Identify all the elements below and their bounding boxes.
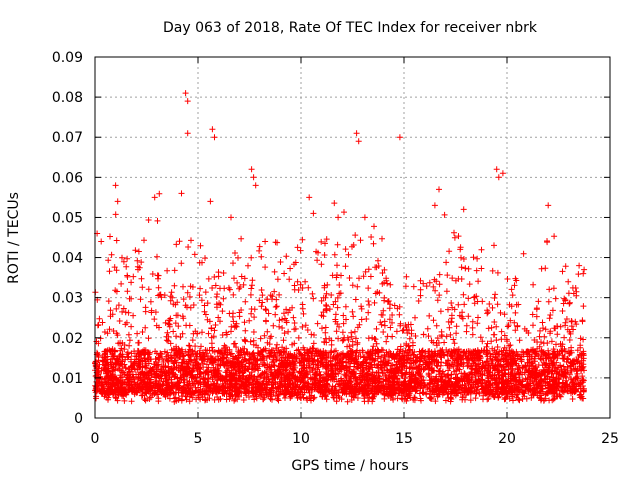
chart-title: Day 063 of 2018, Rate Of TEC Index for r…	[163, 20, 538, 36]
y-axis-label: ROTI / TECUs	[6, 192, 22, 284]
x-tick-label: 25	[601, 431, 619, 447]
x-tick-label: 15	[395, 431, 413, 447]
y-tick-label: 0.06	[52, 170, 83, 186]
x-tick-label: 10	[292, 431, 310, 447]
x-tick-label: 5	[194, 431, 203, 447]
y-tick-label: 0	[74, 411, 83, 427]
y-tick-label: 0.05	[52, 210, 83, 226]
x-axis-label: GPS time / hours	[291, 458, 408, 474]
y-tick-label: 0.01	[52, 371, 83, 387]
x-tick-label: 0	[91, 431, 100, 447]
y-tick-label: 0.03	[52, 291, 83, 307]
axis-ticks: 0 5 10 15 20 25 0 0.01 0.02 0.03 0.04 0.05 0.06 0.07 0…	[52, 50, 619, 447]
data-points	[92, 90, 588, 405]
y-tick-label: 0.04	[52, 251, 83, 267]
x-tick-label: 20	[498, 431, 516, 447]
y-tick-label: 0.08	[52, 90, 83, 106]
y-tick-label: 0.07	[52, 130, 83, 146]
y-tick-label: 0.02	[52, 331, 83, 347]
roti-point-markers	[92, 90, 588, 405]
plot-frame	[94, 56, 611, 419]
y-tick-label: 0.09	[52, 50, 83, 66]
